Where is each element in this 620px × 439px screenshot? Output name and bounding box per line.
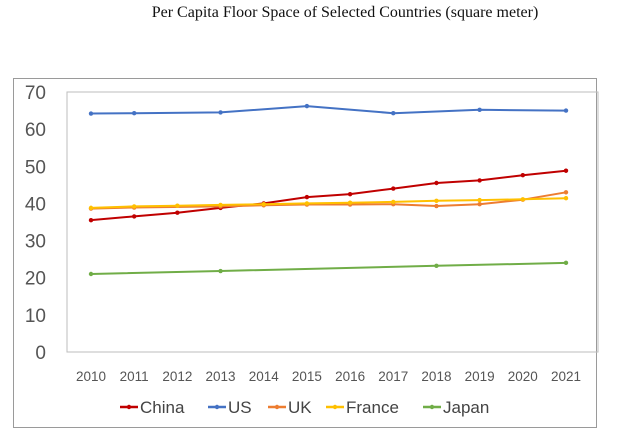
data-point: [304, 194, 310, 200]
x-tick-label: 2016: [335, 369, 365, 384]
legend-label: China: [140, 398, 185, 417]
plot-area: [66, 91, 599, 353]
x-tick-label: 2015: [292, 369, 322, 384]
series-us: [88, 103, 569, 116]
legend-item-us: US: [208, 398, 252, 417]
data-point: [391, 110, 396, 116]
x-tick-label: 2013: [206, 369, 236, 384]
data-point: [391, 186, 396, 191]
y-axis-ticks: 0 10 20 30 40 50 60 70: [25, 83, 46, 364]
data-point: [434, 198, 439, 204]
data-point: [434, 180, 439, 186]
data-point: [304, 103, 310, 109]
x-tick-label: 2017: [378, 369, 408, 384]
y-tick-label: 70: [25, 83, 46, 104]
data-point: [477, 201, 482, 207]
legend-item-france: France: [326, 398, 399, 417]
data-point: [131, 214, 137, 219]
data-point: [563, 168, 569, 173]
series-france: [88, 196, 569, 211]
data-point: [477, 178, 482, 183]
legend-item-japan: Japan: [423, 398, 489, 417]
x-tick-label: 2020: [508, 369, 538, 384]
legend-label: UK: [288, 398, 312, 417]
legend-label: France: [346, 398, 399, 417]
series-line: [90, 261, 567, 275]
y-tick-label: 40: [25, 194, 46, 215]
data-point: [218, 202, 223, 208]
y-tick-label: 60: [25, 120, 46, 141]
x-tick-label: 2010: [76, 369, 106, 384]
legend-item-uk: UK: [268, 398, 312, 417]
data-point: [218, 110, 223, 115]
data-point: [391, 199, 396, 205]
y-tick-label: 10: [25, 306, 46, 327]
data-point: [563, 108, 569, 113]
legend-label: US: [228, 398, 252, 417]
series-line: [90, 197, 567, 209]
data-point: [563, 260, 569, 266]
legend-marker: [274, 404, 280, 410]
data-point: [477, 107, 482, 113]
data-point: [347, 191, 353, 197]
x-tick-label: 2021: [551, 369, 581, 384]
data-point: [434, 263, 439, 269]
series-china: [88, 168, 569, 223]
data-point: [434, 203, 439, 209]
legend-label: Japan: [443, 398, 489, 417]
y-tick-label: 50: [25, 157, 46, 178]
y-tick-label: 0: [35, 343, 46, 364]
series-layer: [88, 103, 569, 277]
data-point: [88, 217, 94, 223]
chart-frame: [13, 78, 597, 428]
data-point: [477, 197, 482, 203]
legend-marker: [332, 404, 338, 410]
legend-marker: [429, 404, 435, 410]
series-japan: [88, 260, 569, 277]
data-point: [88, 205, 94, 211]
series-line: [90, 169, 567, 222]
series-line: [90, 105, 567, 115]
plot-border: [66, 91, 599, 353]
data-point: [563, 196, 569, 201]
data-point: [175, 210, 180, 215]
y-tick-label: 30: [25, 232, 46, 253]
data-point: [347, 200, 353, 205]
data-point: [304, 201, 310, 206]
legend-item-china: China: [120, 398, 185, 417]
chart-title: Per Capita Floor Space of Selected Count…: [151, 4, 539, 21]
legend: China US UK France Japan: [120, 398, 489, 417]
data-point: [131, 110, 137, 116]
x-tick-label: 2018: [421, 369, 451, 384]
data-point: [131, 204, 137, 209]
x-tick-label: 2014: [249, 369, 280, 384]
data-point: [563, 190, 569, 195]
data-point: [88, 271, 94, 277]
x-tick-label: 2011: [120, 369, 149, 384]
x-tick-label: 2019: [465, 369, 495, 384]
data-point: [520, 173, 526, 178]
x-tick-label: 2012: [162, 369, 192, 384]
data-point: [175, 203, 180, 208]
data-point: [261, 201, 266, 207]
y-tick-label: 20: [25, 269, 46, 290]
legend-marker: [126, 404, 132, 410]
data-point: [218, 268, 223, 274]
data-point: [88, 111, 94, 116]
data-point: [520, 197, 526, 202]
legend-marker: [214, 404, 220, 410]
x-axis-ticks: 2010 2011 2012 2013 2014 2015 2016 2017 2018 2019…: [76, 369, 581, 384]
